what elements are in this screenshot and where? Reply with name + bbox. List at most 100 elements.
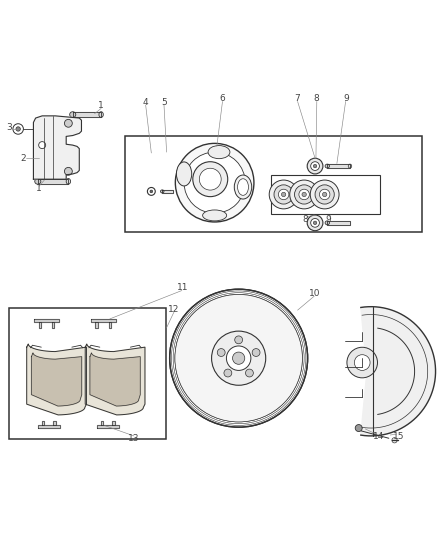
Ellipse shape xyxy=(160,190,164,193)
Circle shape xyxy=(98,398,106,407)
Circle shape xyxy=(65,398,74,407)
Text: 15: 15 xyxy=(393,432,405,441)
Circle shape xyxy=(13,124,23,134)
Circle shape xyxy=(193,161,228,197)
Circle shape xyxy=(294,185,314,204)
Polygon shape xyxy=(85,344,145,415)
Circle shape xyxy=(233,352,245,364)
Circle shape xyxy=(199,168,221,190)
Circle shape xyxy=(299,189,309,200)
Circle shape xyxy=(175,143,254,222)
Circle shape xyxy=(150,190,152,193)
Text: 8: 8 xyxy=(313,94,319,103)
Polygon shape xyxy=(53,421,56,425)
Text: 9: 9 xyxy=(325,215,331,224)
Text: 5: 5 xyxy=(161,98,167,107)
Text: 13: 13 xyxy=(128,434,140,443)
Circle shape xyxy=(184,152,245,213)
Ellipse shape xyxy=(234,175,252,199)
Polygon shape xyxy=(38,425,60,429)
Text: 9: 9 xyxy=(344,94,350,103)
Circle shape xyxy=(224,369,232,377)
Polygon shape xyxy=(73,112,101,117)
Ellipse shape xyxy=(99,112,103,117)
Ellipse shape xyxy=(35,179,41,184)
Circle shape xyxy=(269,180,298,209)
Ellipse shape xyxy=(70,112,76,117)
Circle shape xyxy=(56,370,57,372)
Circle shape xyxy=(354,354,370,370)
Circle shape xyxy=(217,349,225,357)
Text: 7: 7 xyxy=(295,94,300,103)
Polygon shape xyxy=(52,322,54,328)
Circle shape xyxy=(274,185,293,204)
Circle shape xyxy=(282,192,286,197)
Circle shape xyxy=(226,346,251,370)
Circle shape xyxy=(290,180,318,209)
Text: 3: 3 xyxy=(7,123,12,132)
Text: 6: 6 xyxy=(219,94,226,103)
Circle shape xyxy=(311,161,319,171)
Circle shape xyxy=(311,219,319,227)
Circle shape xyxy=(245,369,253,377)
Circle shape xyxy=(322,192,327,197)
Circle shape xyxy=(16,127,20,131)
Text: 12: 12 xyxy=(168,305,180,314)
Circle shape xyxy=(112,368,118,374)
Polygon shape xyxy=(361,306,435,436)
Circle shape xyxy=(355,425,362,432)
Text: 14: 14 xyxy=(373,432,385,441)
Polygon shape xyxy=(101,421,103,425)
Polygon shape xyxy=(32,353,82,406)
Polygon shape xyxy=(112,421,115,425)
Ellipse shape xyxy=(325,221,329,225)
Circle shape xyxy=(252,349,260,357)
Polygon shape xyxy=(327,221,350,224)
Polygon shape xyxy=(91,319,116,322)
Polygon shape xyxy=(97,425,119,429)
Circle shape xyxy=(148,188,155,195)
Circle shape xyxy=(313,221,317,224)
Circle shape xyxy=(64,167,72,175)
Circle shape xyxy=(39,398,48,407)
Circle shape xyxy=(114,370,116,372)
Circle shape xyxy=(212,331,266,385)
Text: 1: 1 xyxy=(36,184,42,193)
Polygon shape xyxy=(39,322,41,328)
Polygon shape xyxy=(162,190,173,193)
Text: 1: 1 xyxy=(98,101,104,110)
Circle shape xyxy=(279,189,289,200)
Circle shape xyxy=(235,336,243,344)
Text: 4: 4 xyxy=(143,98,148,107)
Circle shape xyxy=(392,438,397,443)
Circle shape xyxy=(124,398,133,407)
Circle shape xyxy=(307,158,323,174)
Polygon shape xyxy=(327,164,350,168)
Circle shape xyxy=(347,348,378,378)
Polygon shape xyxy=(33,116,81,179)
Circle shape xyxy=(64,119,72,127)
Ellipse shape xyxy=(325,164,329,168)
Polygon shape xyxy=(109,322,111,328)
Circle shape xyxy=(315,185,334,204)
Text: 10: 10 xyxy=(309,289,321,298)
Ellipse shape xyxy=(66,179,71,184)
Polygon shape xyxy=(27,344,86,415)
Ellipse shape xyxy=(203,210,226,221)
Bar xyxy=(9,308,166,439)
Ellipse shape xyxy=(237,179,248,195)
Bar xyxy=(125,135,422,231)
Polygon shape xyxy=(34,319,59,322)
Ellipse shape xyxy=(348,164,352,168)
Circle shape xyxy=(302,192,306,197)
Text: 11: 11 xyxy=(177,283,189,292)
Ellipse shape xyxy=(208,146,230,159)
Circle shape xyxy=(39,142,46,149)
Polygon shape xyxy=(95,322,98,328)
Ellipse shape xyxy=(177,162,192,186)
Bar xyxy=(271,175,380,214)
Circle shape xyxy=(307,215,323,231)
Circle shape xyxy=(310,180,339,209)
Circle shape xyxy=(319,189,330,200)
Polygon shape xyxy=(90,353,140,406)
